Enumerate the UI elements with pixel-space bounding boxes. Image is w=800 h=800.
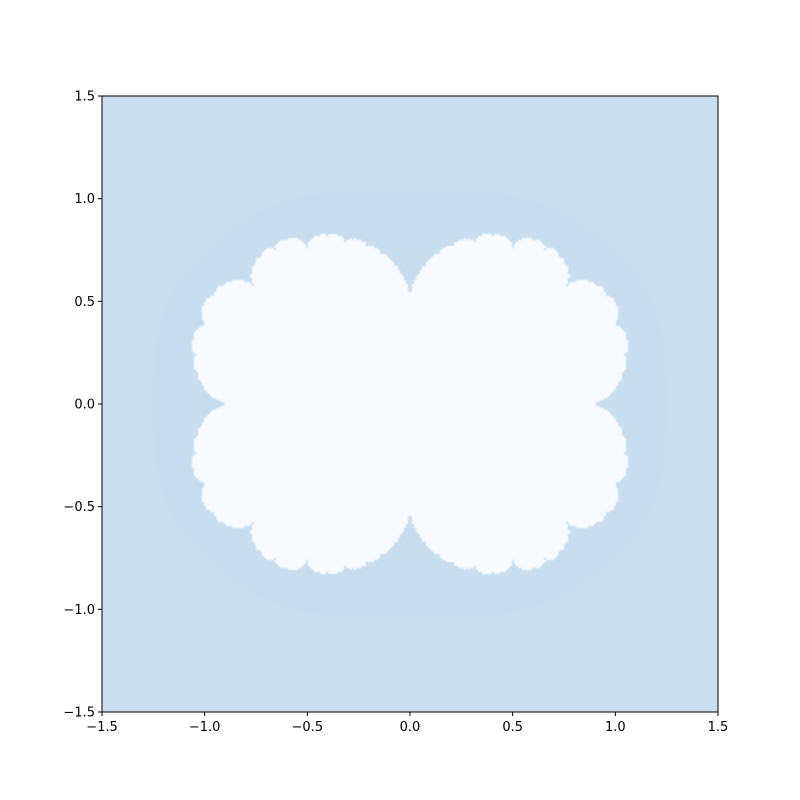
x-tick-label: 1.0	[605, 720, 626, 735]
x-tick-label: 0.5	[502, 720, 523, 735]
y-tick-label: 0.0	[74, 398, 95, 413]
plot-area	[102, 96, 718, 712]
x-axis: −1.5 −1.0 −0.5 0.0 0.5 1.0 1.5	[86, 712, 728, 735]
x-tick-label: −1.5	[86, 720, 118, 735]
x-tick-label: −0.5	[292, 720, 324, 735]
y-tick-label: −1.5	[63, 706, 95, 721]
y-tick-label: 1.5	[74, 90, 95, 105]
fractal-heatmap	[102, 96, 718, 712]
x-tick-label: 0.0	[400, 720, 421, 735]
x-tick-label: −1.0	[189, 720, 221, 735]
x-tick-label: 1.5	[708, 720, 729, 735]
y-tick-label: −1.0	[63, 603, 95, 618]
y-tick-label: −0.5	[63, 500, 95, 515]
y-tick-label: 0.5	[74, 295, 95, 310]
y-tick-label: 1.0	[74, 192, 95, 207]
y-axis: 1.5 1.0 0.5 0.0 −0.5 −1.0 −1.5	[63, 90, 102, 721]
